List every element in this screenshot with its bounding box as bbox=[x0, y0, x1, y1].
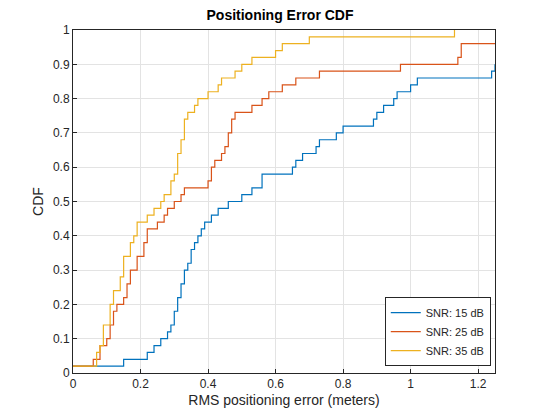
svg-text:1.2: 1.2 bbox=[470, 377, 487, 391]
svg-text:1: 1 bbox=[407, 377, 414, 391]
svg-text:0.5: 0.5 bbox=[53, 195, 70, 209]
svg-text:0.6: 0.6 bbox=[53, 160, 70, 174]
svg-text:1: 1 bbox=[63, 23, 70, 37]
svg-text:0.8: 0.8 bbox=[335, 377, 352, 391]
svg-text:0.3: 0.3 bbox=[53, 263, 70, 277]
svg-text:0.8: 0.8 bbox=[53, 92, 70, 106]
svg-text:0.6: 0.6 bbox=[267, 377, 284, 391]
svg-text:0: 0 bbox=[63, 366, 70, 380]
svg-text:CDF: CDF bbox=[30, 187, 46, 216]
svg-text:0.2: 0.2 bbox=[132, 377, 149, 391]
svg-text:SNR: 25 dB: SNR: 25 dB bbox=[426, 326, 484, 338]
svg-text:0.4: 0.4 bbox=[200, 377, 217, 391]
svg-text:0.9: 0.9 bbox=[53, 58, 70, 72]
svg-text:0.1: 0.1 bbox=[53, 332, 70, 346]
svg-text:SNR: 35 dB: SNR: 35 dB bbox=[426, 345, 484, 357]
svg-text:SNR: 15 dB: SNR: 15 dB bbox=[426, 307, 484, 319]
svg-text:0.7: 0.7 bbox=[53, 126, 70, 140]
svg-text:RMS positioning error (meters): RMS positioning error (meters) bbox=[188, 392, 379, 408]
svg-text:0.2: 0.2 bbox=[53, 298, 70, 312]
svg-text:Positioning Error CDF: Positioning Error CDF bbox=[207, 7, 354, 23]
svg-text:0.4: 0.4 bbox=[53, 229, 70, 243]
svg-text:0: 0 bbox=[70, 377, 77, 391]
